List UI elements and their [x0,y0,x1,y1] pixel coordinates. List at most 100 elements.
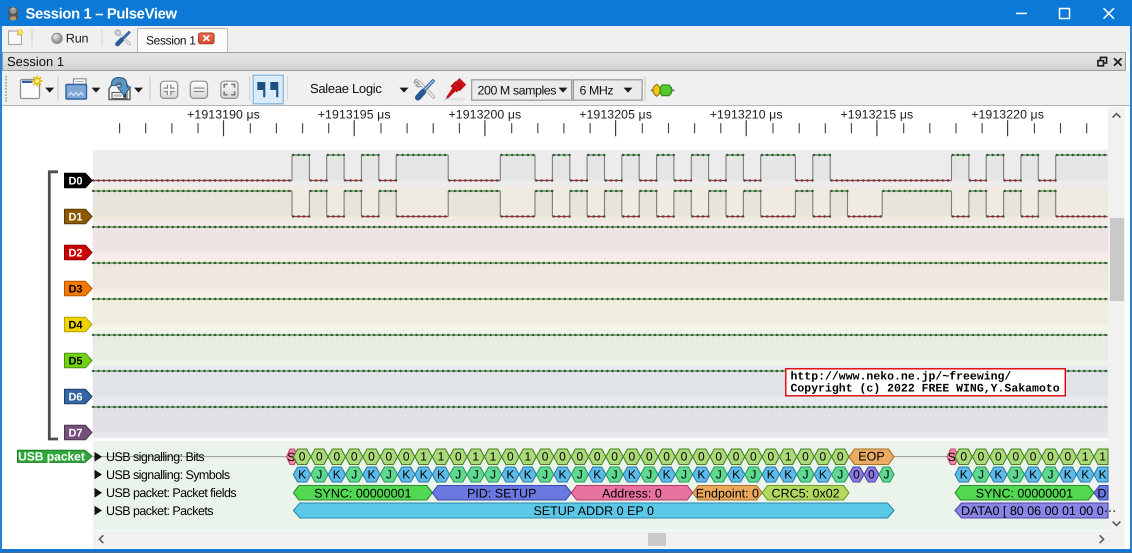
svg-text:USB signalling: Symbols: USB signalling: Symbols [106,468,230,482]
svg-text:1: 1 [490,450,497,464]
svg-text:J: J [978,468,984,482]
svg-text:J: J [1048,468,1054,482]
svg-text:0: 0 [715,450,722,464]
svg-text:USB packet: Packets: USB packet: Packets [106,504,213,518]
svg-text:K: K [732,468,740,482]
svg-text:J: J [750,468,756,482]
svg-text:0: 0 [1030,450,1037,464]
svg-text:1: 1 [472,450,479,464]
svg-text:D5: D5 [68,356,82,368]
svg-text:K: K [558,468,566,482]
svg-text:J: J [473,468,479,482]
svg-text:+1913215 μs: +1913215 μs [840,108,913,122]
svg-text:0: 0 [507,450,514,464]
svg-text:K: K [960,468,968,482]
svg-text:+1913200 μs: +1913200 μs [448,108,521,122]
svg-text:Address: 0: Address: 0 [602,486,662,500]
svg-text:Endpoint: 0: Endpoint: 0 [696,486,759,500]
svg-text:0: 0 [802,450,809,464]
svg-text:0: 0 [316,450,323,464]
svg-text:0: 0 [868,468,875,482]
svg-text:J: J [884,468,890,482]
svg-text:CRC5: 0x02: CRC5: 0x02 [772,486,840,500]
svg-text:D7: D7 [68,428,82,440]
svg-text:0: 0 [681,450,688,464]
svg-text:K: K [437,468,445,482]
svg-text:J: J [455,468,461,482]
svg-text:D6: D6 [68,392,82,404]
svg-text:0: 0 [351,450,358,464]
svg-text:D1: D1 [68,212,82,224]
svg-text:0: 0 [837,450,844,464]
svg-text:SYNC: 00000001: SYNC: 00000001 [314,486,411,500]
svg-text:0: 0 [646,450,653,464]
svg-text:J: J [646,468,652,482]
svg-text:J: J [837,468,843,482]
svg-text:D0: D0 [68,176,82,188]
svg-text:K: K [767,468,775,482]
svg-text:0: 0 [386,450,393,464]
svg-text:0: 0 [978,450,985,464]
svg-text:0: 0 [403,450,410,464]
svg-text:1: 1 [438,450,445,464]
svg-text:K: K [1064,468,1072,482]
svg-text:0: 0 [559,450,566,464]
svg-text:J: J [803,468,809,482]
svg-text:USB packet: Packet fields: USB packet: Packet fields [106,486,236,500]
svg-text:EOP: EOP [858,450,884,464]
svg-text:0: 0 [698,450,705,464]
svg-text:K: K [506,468,514,482]
svg-text:0: 0 [368,450,375,464]
svg-text:K: K [628,468,636,482]
svg-text:J: J [681,468,687,482]
svg-text:K: K [524,468,532,482]
svg-text:K: K [697,468,705,482]
svg-text:0: 0 [455,450,462,464]
svg-text:0: 0 [663,450,670,464]
svg-text:K: K [420,468,428,482]
svg-text:0: 0 [1012,450,1019,464]
svg-text:J: J [716,468,722,482]
svg-text:Session 1 – PulseView: Session 1 – PulseView [26,6,178,22]
svg-text:0: 0 [333,450,340,464]
svg-text:0: 0 [576,450,583,464]
svg-text:J: J [351,468,357,482]
svg-text:Saleae Logic: Saleae Logic [310,81,382,96]
svg-text:0: 0 [1047,450,1054,464]
svg-text:D2: D2 [68,248,82,260]
svg-text:6 MHz: 6 MHz [580,83,614,97]
svg-text:J: J [542,468,548,482]
svg-text:K: K [819,468,827,482]
svg-text:1: 1 [785,450,792,464]
svg-text:0: 0 [820,450,827,464]
svg-text:0: 0 [733,450,740,464]
svg-text:S: S [948,450,956,464]
svg-text:+1913190 μs: +1913190 μs [187,108,260,122]
svg-text:USB signalling: Bits: USB signalling: Bits [106,450,204,464]
svg-text:K: K [298,468,306,482]
svg-text:1: 1 [1082,450,1089,464]
svg-text:1: 1 [1099,450,1106,464]
svg-text:1: 1 [524,450,531,464]
svg-text:0: 0 [611,450,618,464]
svg-text:+1913220 μs: +1913220 μs [971,108,1044,122]
svg-text:K: K [367,468,375,482]
svg-text:J: J [316,468,322,482]
svg-text:SETUP ADDR 0 EP 0: SETUP ADDR 0 EP 0 [533,504,653,518]
svg-text:0: 0 [594,450,601,464]
svg-text:USB packet: USB packet [18,450,85,464]
svg-text:0: 0 [299,450,306,464]
svg-text:Run: Run [66,32,89,46]
svg-text:0: 0 [1064,450,1071,464]
svg-text:D3: D3 [68,284,82,296]
svg-text:Session 1: Session 1 [146,33,196,47]
svg-text:0: 0 [960,450,967,464]
svg-text:+1913205 μs: +1913205 μs [579,108,652,122]
svg-text:0: 0 [853,468,860,482]
svg-text:http://www.neko.ne.jp/~freewin: http://www.neko.ne.jp/~freewing/ [791,371,1012,384]
svg-text:J: J [1013,468,1019,482]
svg-text:0: 0 [750,450,757,464]
svg-text:PID: SETUP: PID: SETUP [467,486,536,500]
svg-text:K: K [1029,468,1037,482]
svg-text:SYNC: 00000001: SYNC: 00000001 [976,486,1073,500]
